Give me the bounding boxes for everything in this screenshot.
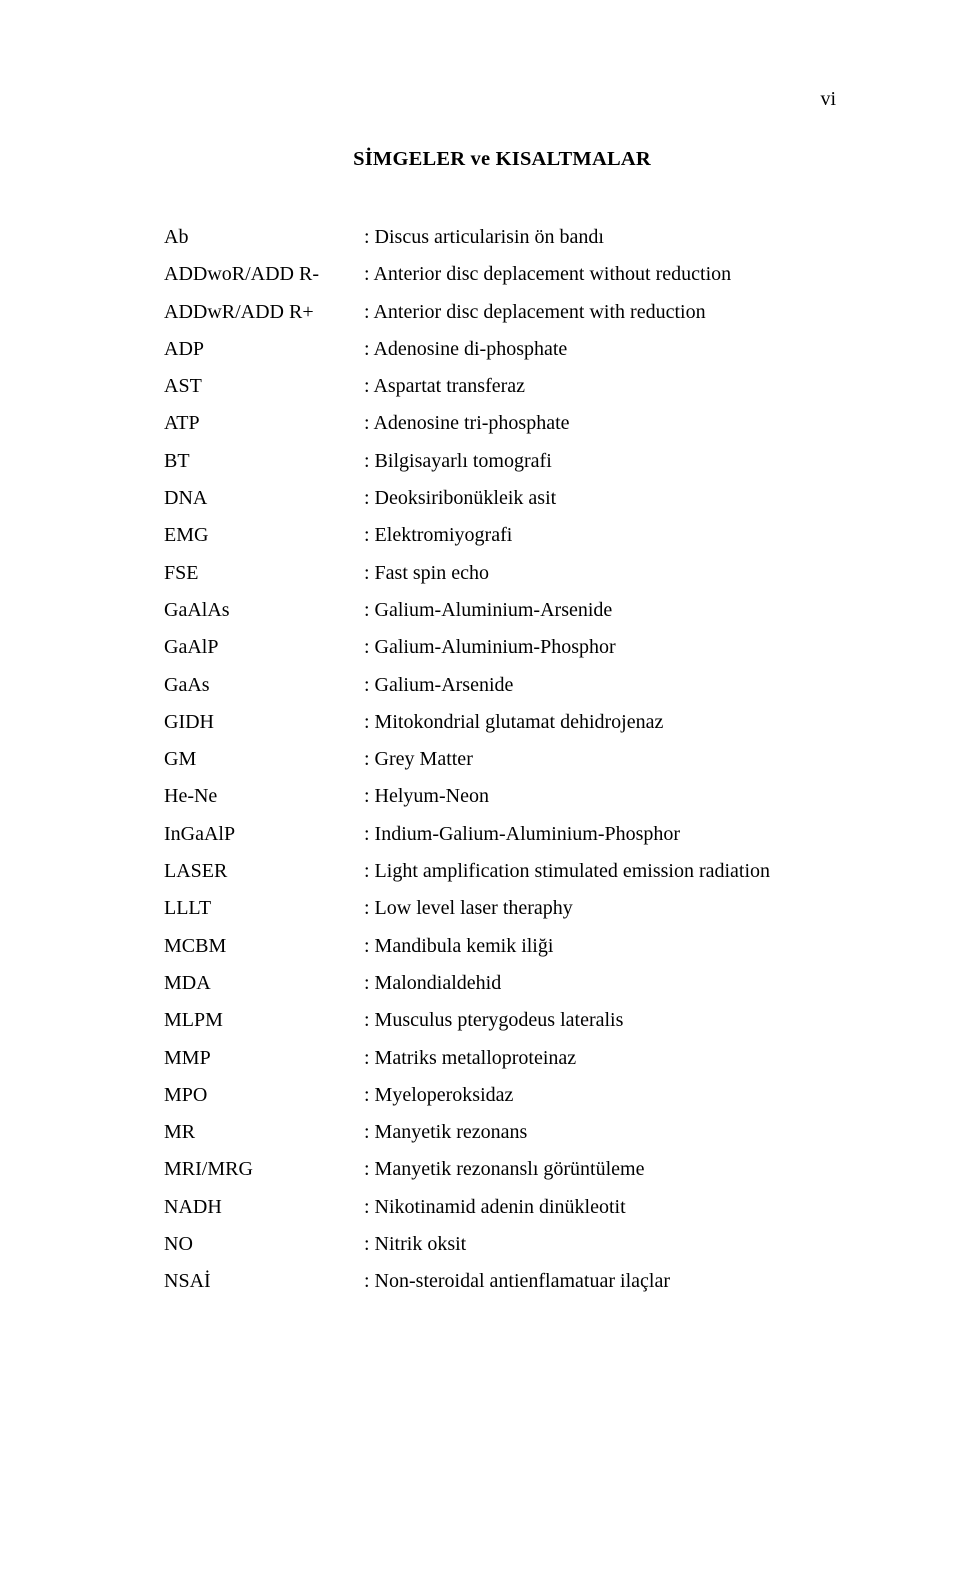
abbr-term: GaAs bbox=[164, 675, 364, 695]
abbr-definition: : Nikotinamid adenin dinükleotit bbox=[364, 1197, 840, 1217]
list-item: ADP : Adenosine di-phosphate bbox=[164, 339, 840, 359]
page-heading: SİMGELER ve KISALTMALAR bbox=[164, 148, 840, 171]
abbr-term: NADH bbox=[164, 1197, 364, 1217]
list-item: ADDwoR/ADD R- : Anterior disc deplacemen… bbox=[164, 264, 840, 284]
abbr-definition: : Deoksiribonükleik asit bbox=[364, 488, 840, 508]
list-item: NADH : Nikotinamid adenin dinükleotit bbox=[164, 1197, 840, 1217]
abbr-definition: : Myeloperoksidaz bbox=[364, 1085, 840, 1105]
document-page: vi SİMGELER ve KISALTMALAR Ab : Discus a… bbox=[0, 0, 960, 1573]
abbr-term: ADDwoR/ADD R- bbox=[164, 264, 364, 284]
abbr-term: MLPM bbox=[164, 1010, 364, 1030]
abbr-definition: : Galium-Aluminium-Phosphor bbox=[364, 637, 840, 657]
list-item: He-Ne : Helyum-Neon bbox=[164, 786, 840, 806]
page-number: vi bbox=[820, 88, 836, 111]
abbr-term: MCBM bbox=[164, 936, 364, 956]
list-item: MRI/MRG : Manyetik rezonanslı görüntülem… bbox=[164, 1159, 840, 1179]
abbr-term: MPO bbox=[164, 1085, 364, 1105]
abbr-term: LLLT bbox=[164, 898, 364, 918]
abbr-term: GaAlAs bbox=[164, 600, 364, 620]
abbr-definition: : Adenosine di-phosphate bbox=[364, 339, 840, 359]
abbr-term: NO bbox=[164, 1234, 364, 1254]
abbr-definition: : Discus articularisin ön bandı bbox=[364, 227, 840, 247]
abbr-definition: : Mandibula kemik iliği bbox=[364, 936, 840, 956]
abbr-definition: : Anterior disc deplacement without redu… bbox=[364, 264, 840, 284]
list-item: GaAs : Galium-Arsenide bbox=[164, 675, 840, 695]
list-item: ATP : Adenosine tri-phosphate bbox=[164, 413, 840, 433]
abbr-definition: : Helyum-Neon bbox=[364, 786, 840, 806]
abbr-term: GM bbox=[164, 749, 364, 769]
abbr-term: ADDwR/ADD R+ bbox=[164, 302, 364, 322]
list-item: MDA : Malondialdehid bbox=[164, 973, 840, 993]
abbr-definition: : Nitrik oksit bbox=[364, 1234, 840, 1254]
list-item: MMP : Matriks metalloproteinaz bbox=[164, 1048, 840, 1068]
list-item: GaAlP : Galium-Aluminium-Phosphor bbox=[164, 637, 840, 657]
abbr-term: MR bbox=[164, 1122, 364, 1142]
abbr-term: FSE bbox=[164, 563, 364, 583]
abbr-term: MDA bbox=[164, 973, 364, 993]
abbr-term: BT bbox=[164, 451, 364, 471]
abbr-definition: : Adenosine tri-phosphate bbox=[364, 413, 840, 433]
abbr-definition: : Light amplification stimulated emissio… bbox=[364, 861, 840, 881]
list-item: ADDwR/ADD R+ : Anterior disc deplacement… bbox=[164, 302, 840, 322]
abbr-term: EMG bbox=[164, 525, 364, 545]
abbr-definition: : Low level laser theraphy bbox=[364, 898, 840, 918]
abbreviation-list: Ab : Discus articularisin ön bandı ADDwo… bbox=[164, 227, 840, 1291]
list-item: FSE : Fast spin echo bbox=[164, 563, 840, 583]
abbr-term: ATP bbox=[164, 413, 364, 433]
abbr-definition: : Indium-Galium-Aluminium-Phosphor bbox=[364, 824, 840, 844]
abbr-term: MMP bbox=[164, 1048, 364, 1068]
abbr-term: MRI/MRG bbox=[164, 1159, 364, 1179]
abbr-term: He-Ne bbox=[164, 786, 364, 806]
abbr-term: NSAİ bbox=[164, 1271, 364, 1291]
list-item: EMG : Elektromiyografi bbox=[164, 525, 840, 545]
abbr-definition: : Mitokondrial glutamat dehidrojenaz bbox=[364, 712, 840, 732]
abbr-definition: : Anterior disc deplacement with reducti… bbox=[364, 302, 840, 322]
abbr-definition: : Non-steroidal antienflamatuar ilaçlar bbox=[364, 1271, 840, 1291]
list-item: AST : Aspartat transferaz bbox=[164, 376, 840, 396]
abbr-term: DNA bbox=[164, 488, 364, 508]
abbr-definition: : Elektromiyografi bbox=[364, 525, 840, 545]
abbr-definition: : Grey Matter bbox=[364, 749, 840, 769]
list-item: MR : Manyetik rezonans bbox=[164, 1122, 840, 1142]
abbr-definition: : Manyetik rezonanslı görüntüleme bbox=[364, 1159, 840, 1179]
list-item: GIDH : Mitokondrial glutamat dehidrojena… bbox=[164, 712, 840, 732]
abbr-term: AST bbox=[164, 376, 364, 396]
abbr-term: ADP bbox=[164, 339, 364, 359]
list-item: BT : Bilgisayarlı tomografi bbox=[164, 451, 840, 471]
abbr-term: Ab bbox=[164, 227, 364, 247]
list-item: NSAİ : Non-steroidal antienflamatuar ila… bbox=[164, 1271, 840, 1291]
list-item: DNA : Deoksiribonükleik asit bbox=[164, 488, 840, 508]
list-item: GM : Grey Matter bbox=[164, 749, 840, 769]
list-item: LLLT : Low level laser theraphy bbox=[164, 898, 840, 918]
list-item: MCBM : Mandibula kemik iliği bbox=[164, 936, 840, 956]
abbr-definition: : Galium-Arsenide bbox=[364, 675, 840, 695]
list-item: NO : Nitrik oksit bbox=[164, 1234, 840, 1254]
abbr-term: InGaAlP bbox=[164, 824, 364, 844]
list-item: Ab : Discus articularisin ön bandı bbox=[164, 227, 840, 247]
list-item: MPO : Myeloperoksidaz bbox=[164, 1085, 840, 1105]
abbr-definition: : Musculus pterygodeus lateralis bbox=[364, 1010, 840, 1030]
abbr-definition: : Bilgisayarlı tomografi bbox=[364, 451, 840, 471]
list-item: InGaAlP : Indium-Galium-Aluminium-Phosph… bbox=[164, 824, 840, 844]
abbr-term: GIDH bbox=[164, 712, 364, 732]
list-item: MLPM : Musculus pterygodeus lateralis bbox=[164, 1010, 840, 1030]
abbr-definition: : Galium-Aluminium-Arsenide bbox=[364, 600, 840, 620]
abbr-definition: : Fast spin echo bbox=[364, 563, 840, 583]
abbr-definition: : Manyetik rezonans bbox=[364, 1122, 840, 1142]
abbr-term: LASER bbox=[164, 861, 364, 881]
abbr-definition: : Malondialdehid bbox=[364, 973, 840, 993]
abbr-term: GaAlP bbox=[164, 637, 364, 657]
list-item: LASER : Light amplification stimulated e… bbox=[164, 861, 840, 881]
list-item: GaAlAs : Galium-Aluminium-Arsenide bbox=[164, 600, 840, 620]
abbr-definition: : Matriks metalloproteinaz bbox=[364, 1048, 840, 1068]
abbr-definition: : Aspartat transferaz bbox=[364, 376, 840, 396]
